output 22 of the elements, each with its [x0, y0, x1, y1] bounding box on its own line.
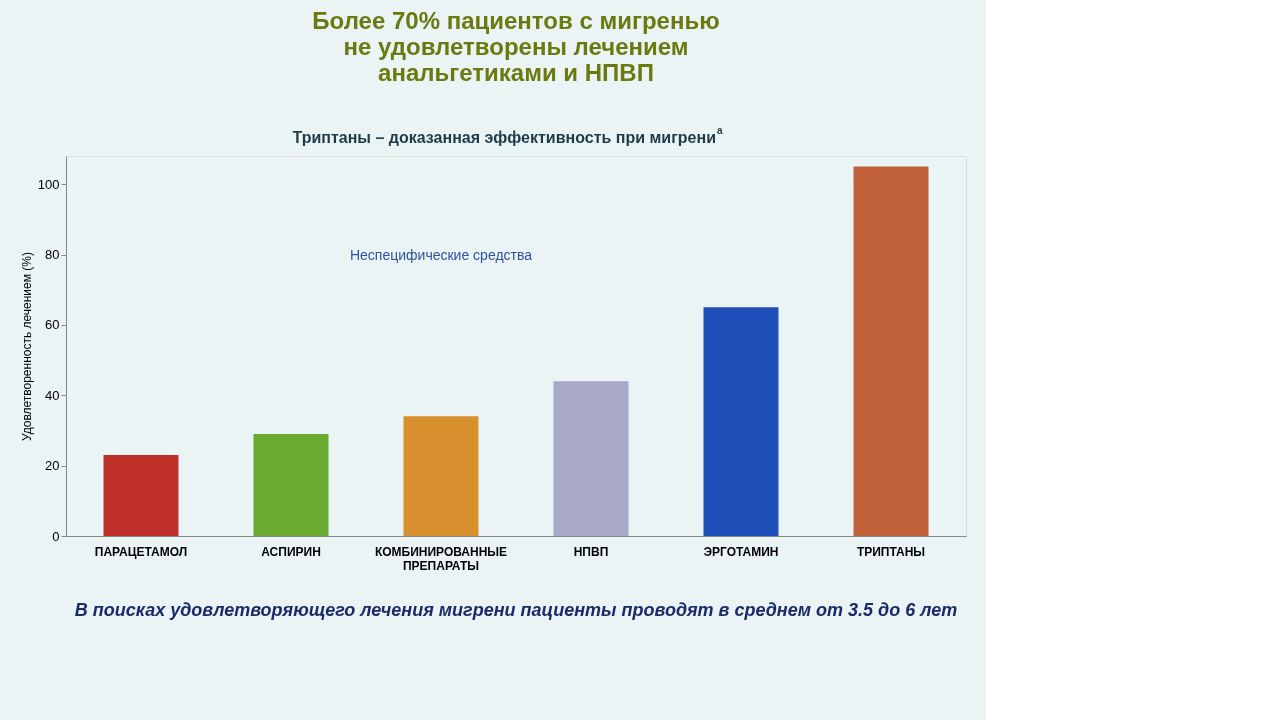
x-tick-label: НПВП	[573, 544, 609, 559]
x-tick-label: АСПИРИН	[261, 544, 321, 559]
x-tick-label: ЭРГОТАМИН	[703, 544, 779, 559]
bar	[103, 455, 179, 536]
annotation: Неспецифические средства	[349, 247, 533, 263]
text: В поисках удовлетворяющего лечения мигрени пациенты проводят в среднем от 3.5 до 6 лет	[74, 600, 958, 620]
y-tick-label: 20	[45, 458, 60, 474]
y-tick-label: 40	[45, 387, 60, 403]
bar	[703, 307, 779, 536]
bar	[403, 416, 479, 536]
chart-title: Более 70% пациентов с мигренью не удовлетворены лечением анальгетиками и НПВП	[312, 7, 720, 86]
bar	[853, 166, 929, 536]
y-tick-label: 0	[52, 528, 60, 544]
x-tick-label: ТРИПТАНЫ	[856, 544, 926, 559]
bar	[553, 381, 629, 536]
x-tick-label: КОМБИНИРОВАННЫЕ ПРЕПАРАТЫ	[374, 544, 508, 573]
bar	[253, 433, 329, 536]
y-tick-label: 60	[45, 317, 60, 333]
y-tick-label: 100	[37, 176, 60, 192]
y-axis-title: Удовлетворенность лечением (%)	[19, 252, 34, 441]
y-tick-label: 80	[45, 247, 60, 263]
x-tick-label: ПАРАЦЕТАМОЛ	[94, 544, 188, 559]
